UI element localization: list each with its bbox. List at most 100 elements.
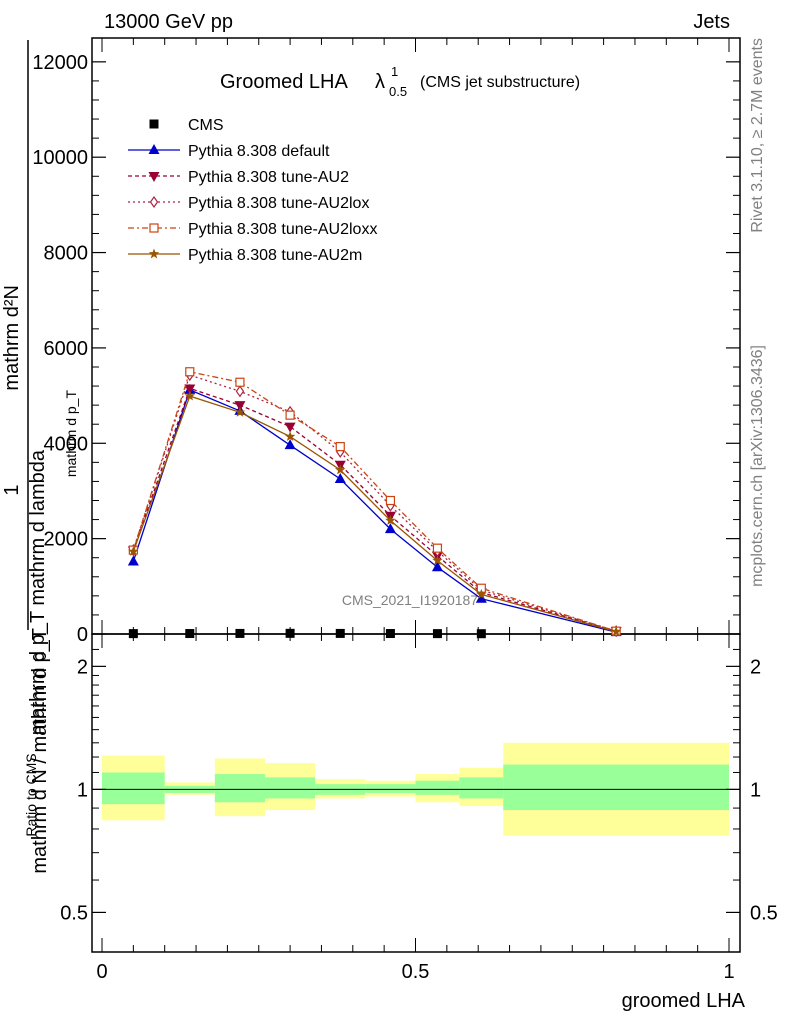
series-5-point-5: [385, 515, 396, 525]
watermark: CMS_2021_I1920187: [342, 592, 478, 608]
ratio-band-green-3: [265, 777, 316, 799]
legend-label-2: Pythia 8.308 tune-AU2: [188, 169, 349, 186]
main-ylabel: 1 mathrm d²N mathrm d p_T mathrm d lambd…: [1, 40, 79, 874]
series-1-point-6: [431, 561, 443, 572]
series-5-point-1: [184, 390, 196, 401]
ylabel-den2: mathrm d p_T: [63, 390, 79, 478]
legend-marker-3: [149, 195, 159, 209]
series-line-2: [132, 387, 617, 632]
title-symbol: λ: [375, 71, 385, 93]
series-4-point-3: [285, 410, 295, 420]
series-0-point-5: [385, 629, 395, 639]
series-5-point-4: [335, 464, 346, 475]
ratio-ylabel: Ratio to CMS: [23, 753, 39, 836]
legend-label-4: Pythia 8.308 tune-AU2loxx: [188, 221, 377, 238]
side-mcplots: mcplots.cern.ch [arXiv:1306.3436]: [749, 345, 766, 587]
ratio-ytick-label-left-0: 0.5: [60, 902, 88, 924]
legend-entry-2: Pythia 8.308 tune-AU2: [128, 169, 349, 186]
main-ytick-label-2: 4000: [44, 433, 89, 455]
ratio-bands: [102, 742, 729, 836]
ratio-band-green-8: [503, 764, 729, 811]
series-line-4: [132, 371, 617, 632]
legend-label-1: Pythia 8.308 default: [188, 143, 330, 160]
series-4-point-4: [335, 442, 345, 452]
series-5-point-8: [610, 626, 622, 637]
legend-marker-5: [148, 248, 160, 259]
series-1-point-4: [334, 473, 346, 484]
series-3-point-2: [235, 385, 245, 398]
series-4-point-6: [432, 543, 443, 553]
main-ytick-label-5: 10000: [32, 147, 88, 169]
legend-label-0: CMS: [188, 117, 224, 134]
series-5-point-7: [476, 588, 487, 599]
header-right: Jets: [693, 11, 730, 33]
header-left: 13000 GeV pp: [104, 11, 233, 33]
ylabel-num: mathrm d²N: [1, 285, 23, 391]
ratio-band-green-0: [102, 772, 165, 805]
series-1-point-5: [384, 523, 396, 534]
xtick-label-0: 0: [96, 961, 107, 983]
main-ytick-label-3: 6000: [44, 338, 89, 360]
series-1: [127, 383, 622, 637]
ratio-ytick-label-left-2: 2: [77, 656, 88, 678]
ylabel-top: 1: [1, 484, 23, 495]
ratio-band-green-5: [365, 784, 416, 793]
series-0-point-4: [335, 628, 345, 638]
legend-label-5: Pythia 8.308 tune-AU2m: [188, 247, 362, 264]
series-1-point-0: [127, 555, 139, 566]
series-2-point-1: [184, 384, 196, 395]
main-yticks: 0 2000 4000 6000 8000 10000 12000: [32, 52, 740, 646]
series-5-point-3: [284, 431, 296, 442]
ratio-ytick-label-right-1: 1: [750, 779, 761, 801]
ylabel-num2: mathrm d p_T mathrm d lambda: [27, 449, 49, 735]
legend-entry-4: Pythia 8.308 tune-AU2loxx: [128, 221, 377, 238]
series-5-point-0: [128, 546, 139, 556]
series-1-point-3: [284, 439, 296, 450]
ratio-band-green-2: [214, 774, 266, 803]
main-ytick-label-1: 2000: [44, 529, 89, 551]
series-5-point-2: [234, 406, 246, 417]
ratio-ytick-label-right-0: 0.5: [750, 902, 778, 924]
series-2-point-2: [234, 401, 246, 412]
main-ytick-label-0: 0: [77, 624, 88, 646]
series-0-point-3: [285, 628, 295, 638]
series-4-point-5: [385, 495, 396, 506]
xtick-label-2: 1: [723, 961, 734, 983]
series-5-point-6: [432, 555, 443, 566]
series-4-point-2: [235, 377, 245, 387]
legend-entry-1: Pythia 8.308 default: [128, 143, 330, 160]
legend-entry-3: Pythia 8.308 tune-AU2lox: [128, 195, 369, 212]
xtick-label-1: 0.5: [402, 961, 430, 983]
legend-label-3: Pythia 8.308 tune-AU2lox: [188, 195, 369, 212]
series-4-point-1: [185, 367, 195, 377]
series-5: [128, 390, 622, 637]
title-main: Groomed LHA: [220, 71, 348, 93]
series-group: [127, 367, 622, 639]
title-sup: 1: [391, 64, 398, 79]
title-sub: 0.5: [389, 84, 407, 99]
series-0-point-2: [235, 628, 245, 638]
legend-entry-5: Pythia 8.308 tune-AU2m: [128, 247, 362, 264]
series-0-point-0: [128, 629, 138, 639]
side-rivet: Rivet 3.1.10, ≥ 2.7M events: [749, 38, 766, 233]
plot-title: Groomed LHA λ 1 0.5 (CMS jet substructur…: [220, 64, 580, 99]
series-0: [128, 628, 486, 639]
legend: CMS Pythia 8.308 default Pythia 8.308 tune…: [128, 117, 377, 264]
main-ytick-label-6: 12000: [32, 52, 88, 74]
series-2-point-3: [284, 422, 296, 433]
legend-marker-2: [148, 172, 160, 182]
ratio-band-green-7: [459, 777, 504, 799]
series-0-point-7: [476, 629, 486, 639]
legend-marker-1: [148, 144, 160, 154]
series-0-point-6: [432, 629, 442, 639]
legend-marker-0: [149, 119, 159, 129]
xlabel: groomed LHA: [622, 990, 746, 1012]
ylabel-den: mathrm d N / mathrm d p_T: [29, 628, 51, 874]
legend-entry-0: CMS: [149, 117, 224, 134]
ratio-ytick-label-left-1: 1: [77, 779, 88, 801]
ratio-ytick-label-right-2: 2: [750, 656, 761, 678]
legend-marker-4: [149, 223, 159, 233]
main-ytick-label-4: 8000: [44, 243, 89, 265]
title-subtitle: (CMS jet substructure): [420, 74, 580, 91]
